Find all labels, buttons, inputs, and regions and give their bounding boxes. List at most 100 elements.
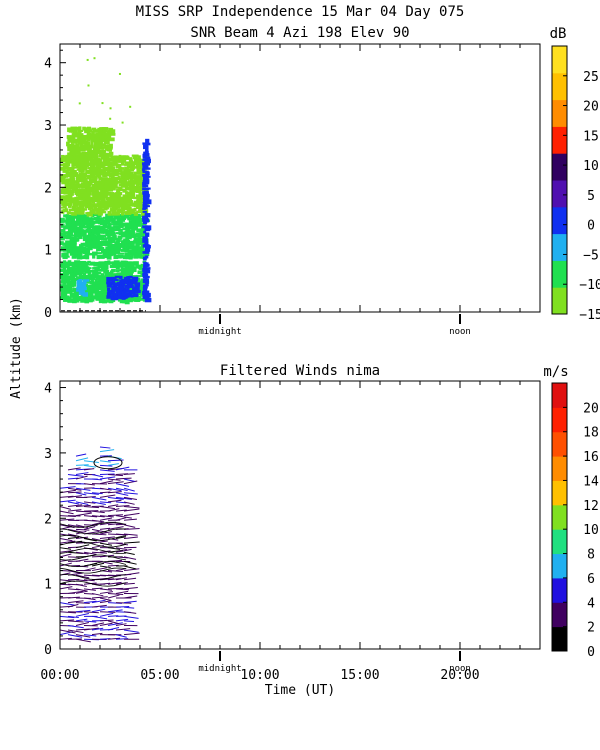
wind-barb (91, 562, 105, 567)
snr-cell (69, 158, 73, 163)
snr-cell (87, 154, 93, 160)
wind-barb (91, 599, 106, 604)
wind-barb (75, 551, 89, 555)
snr-cell (115, 246, 122, 251)
snr-cell (108, 299, 114, 304)
snr-cell (135, 182, 140, 188)
snr-cell (100, 225, 105, 231)
snr-cell (133, 261, 139, 266)
snr-marker-label: midnight (198, 327, 241, 337)
winds-y-tick-label: 3 (44, 447, 52, 462)
wind-barb (115, 466, 130, 471)
snr-cell (133, 171, 137, 176)
wind-barb (75, 512, 92, 517)
wind-barb (115, 505, 130, 508)
snr-cell (119, 293, 127, 298)
wind-barb (115, 577, 128, 581)
snr-cell (125, 236, 132, 240)
snr-cell (82, 284, 86, 288)
snr-cell (135, 252, 139, 257)
snr-cell (142, 189, 149, 192)
winds-y-tick-label: 4 (44, 382, 52, 397)
snr-cell (101, 149, 107, 153)
snr-cell (71, 263, 76, 269)
wind-barb (83, 574, 100, 577)
snr-cell (93, 155, 99, 159)
wind-barb (99, 464, 113, 467)
snr-cell (87, 200, 92, 204)
snr-cell (118, 275, 123, 279)
wind-barb (83, 468, 95, 471)
wind-barb (107, 514, 123, 517)
wind-barb (59, 611, 76, 614)
snr-cell (82, 292, 88, 297)
snr-cell (63, 191, 70, 195)
snr-cell (137, 219, 142, 223)
snr-cell (107, 240, 111, 245)
snr-cell (60, 284, 67, 289)
snr-cell (102, 263, 108, 267)
snr-cell (138, 297, 144, 301)
snr-cell (69, 222, 74, 227)
snr-cell (99, 208, 105, 214)
snr-cell (133, 207, 137, 212)
snr-cell (80, 168, 85, 173)
wind-barb (67, 477, 79, 480)
wind-barb (115, 496, 132, 500)
wind-barb (67, 536, 80, 540)
wind-barb (123, 611, 137, 614)
snr-cell (90, 141, 94, 147)
snr-cell (65, 275, 71, 280)
snr-cell (65, 160, 69, 165)
snr-cell (62, 248, 70, 252)
snr-cell (106, 255, 112, 260)
snr-cell (87, 260, 91, 264)
winds-colorbar-tick-label: 18 (583, 426, 599, 441)
snr-cell (72, 296, 78, 300)
snr-cell (68, 147, 72, 151)
wind-barb (75, 574, 90, 579)
snr-cell (128, 299, 133, 303)
snr-cell (70, 143, 75, 147)
snr-cell (142, 251, 150, 257)
snr-cell (82, 126, 86, 131)
snr-colorbar-frame (551, 45, 568, 315)
snr-cell (100, 217, 105, 223)
snr-cell (86, 183, 92, 187)
wind-barb (99, 622, 113, 626)
wind-barb (91, 627, 104, 631)
snr-cell (75, 158, 81, 162)
snr-cell (102, 299, 108, 304)
snr-y-tick-label: 2 (44, 181, 52, 196)
snr-cell (144, 213, 151, 218)
snr-cell (100, 177, 108, 182)
winds-colorbar-frame (551, 382, 568, 652)
snr-cell (133, 203, 138, 208)
snr-cell (145, 145, 149, 150)
wind-barb (59, 486, 76, 489)
snr-cell (111, 199, 116, 204)
snr-cell (121, 287, 127, 291)
snr-cell (138, 254, 142, 259)
snr-cell (111, 175, 115, 180)
snr-cell (89, 223, 94, 228)
snr-cell (71, 243, 77, 248)
wind-barb (59, 499, 76, 503)
snr-cell (131, 226, 135, 231)
winds-axes: 0 1 2 3 4 (44, 380, 541, 658)
snr-cell (89, 146, 96, 149)
snr-cell (74, 140, 79, 143)
snr-cell (83, 214, 88, 217)
snr-colorbar-tick-label: 15 (583, 129, 599, 144)
winds-panel: 0 1 2 3 4 midnight noon (44, 380, 541, 674)
snr-cell (91, 217, 97, 221)
wind-contour (59, 521, 127, 528)
snr-speck (129, 105, 132, 108)
wind-barb (91, 521, 104, 526)
snr-cell (106, 295, 112, 299)
snr-cell (97, 242, 103, 247)
snr-cell (133, 200, 139, 206)
wind-barb (67, 504, 83, 507)
snr-cell (120, 222, 124, 225)
snr-cell (77, 247, 83, 252)
